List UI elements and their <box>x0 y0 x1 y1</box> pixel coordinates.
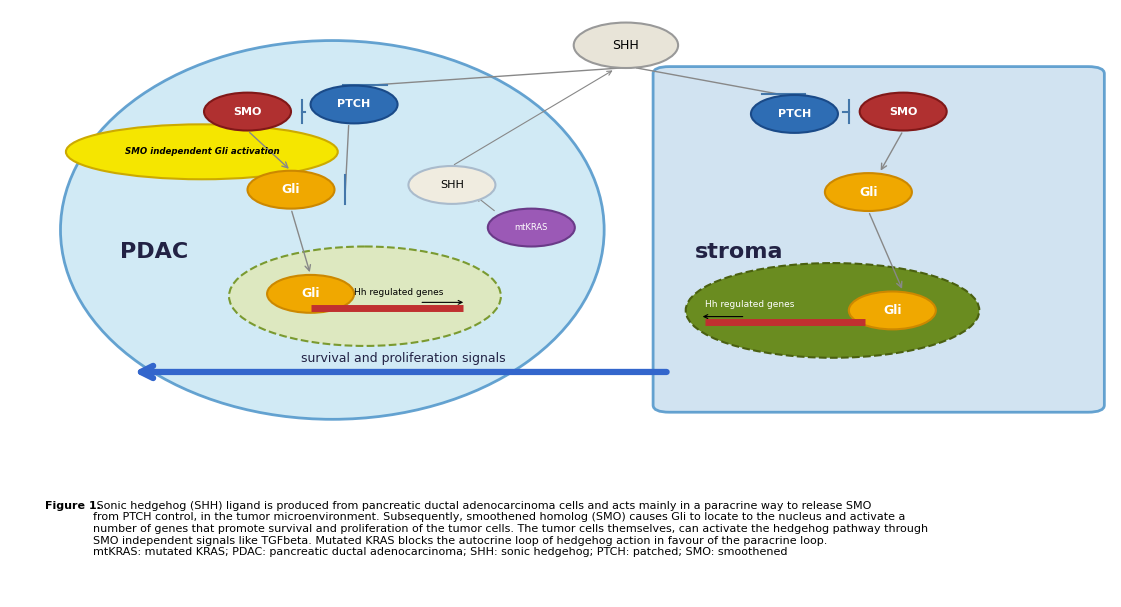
Text: PDAC: PDAC <box>120 242 188 262</box>
Text: survival and proliferation signals: survival and proliferation signals <box>300 352 506 365</box>
Text: Gli: Gli <box>859 186 878 198</box>
Text: PTCH: PTCH <box>778 109 812 119</box>
Text: stroma: stroma <box>694 242 782 262</box>
Text: SHH: SHH <box>441 180 464 190</box>
FancyBboxPatch shape <box>654 67 1104 412</box>
Text: Hh regulated genes: Hh regulated genes <box>705 300 795 309</box>
Ellipse shape <box>61 41 604 419</box>
Ellipse shape <box>66 124 337 179</box>
Text: Sonic hedgehog (SHH) ligand is produced from pancreatic ductal adenocarcinoma ce: Sonic hedgehog (SHH) ligand is produced … <box>93 501 928 557</box>
Circle shape <box>311 86 398 123</box>
Ellipse shape <box>229 246 501 346</box>
Circle shape <box>860 93 946 131</box>
Text: SMO: SMO <box>889 107 917 117</box>
Text: Gli: Gli <box>281 183 300 196</box>
Text: Figure 1.: Figure 1. <box>45 501 101 510</box>
Circle shape <box>751 95 837 133</box>
Text: SMO: SMO <box>233 107 261 117</box>
Circle shape <box>267 275 354 313</box>
Circle shape <box>574 22 678 68</box>
Text: SMO independent Gli activation: SMO independent Gli activation <box>124 148 279 157</box>
Circle shape <box>408 166 495 204</box>
Circle shape <box>248 171 334 209</box>
Circle shape <box>488 209 575 246</box>
Circle shape <box>849 291 936 330</box>
Text: mtKRAS: mtKRAS <box>515 223 548 232</box>
Circle shape <box>204 93 291 131</box>
Text: SHH: SHH <box>612 39 639 52</box>
Circle shape <box>825 173 911 211</box>
Text: Gli: Gli <box>302 287 319 300</box>
Text: Hh regulated genes: Hh regulated genes <box>354 288 444 297</box>
Text: PTCH: PTCH <box>337 100 371 109</box>
Text: Gli: Gli <box>883 304 901 317</box>
Ellipse shape <box>686 263 980 358</box>
